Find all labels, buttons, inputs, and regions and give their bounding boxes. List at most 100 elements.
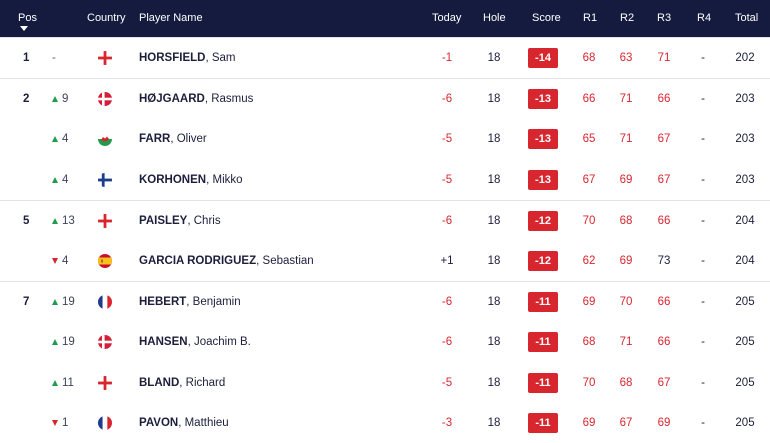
round-1-score: 69 [582,416,596,429]
today-score: -5 [441,173,453,186]
position: 1 [23,52,30,65]
table-row[interactable]: 19 HANSEN, Joachim B. -6 18 -11 68 71 66 - 205 [0,322,770,363]
round-3-score: 69 [657,416,671,429]
movement-count: 19 [62,336,75,349]
player-name[interactable]: PAVON, Matthieu [139,403,229,443]
total-strokes: 205 [735,376,755,389]
hole: 18 [487,173,501,186]
position-movement: 19 [52,322,75,362]
score-column-header: Score [532,12,561,24]
move-up-icon [52,379,58,386]
total-score: -13 [528,119,558,159]
name-separator: , [179,376,186,389]
score-badge: -13 [528,169,558,190]
movement-count: 9 [62,93,69,106]
total-score: -13 [528,160,558,200]
player-first-name: Sam [211,52,236,65]
hole: 18 [487,255,501,268]
total-strokes: 202 [735,52,755,65]
finland-flag-icon [98,172,112,187]
denmark-flag-icon [98,335,112,350]
pos-column-header[interactable]: Pos [18,12,37,24]
round-2-score: 68 [619,214,633,227]
round-3-score: 67 [657,376,671,389]
no-movement-text: - [52,52,56,65]
move-up-icon [52,96,58,103]
round-1-score: 67 [582,173,596,186]
move-up-icon [52,136,58,143]
player-name[interactable]: HORSFIELD, Sam [139,38,236,78]
round-3-score: 73 [657,255,671,268]
hole: 18 [487,93,501,106]
table-header: Pos Country Player Name Today Hole Score… [0,0,770,37]
table-row[interactable]: 7 19 HEBERT, Benjamin -6 18 -11 69 70 66 - 205 [0,281,770,323]
total-strokes: 203 [735,133,755,146]
player-name[interactable]: GARCIA RODRIGUEZ, Sebastian [139,241,314,281]
player-first-name: Matthieu [184,416,229,429]
player-first-name: Richard [185,376,226,389]
round-3-score: 66 [657,214,671,227]
player-name-column-header: Player Name [139,12,203,24]
position: 2 [23,93,30,106]
player-first-name: Benjamin [192,296,241,309]
today-score: -1 [441,52,453,65]
round-4-score: - [701,416,705,429]
table-row[interactable]: 2 9 HØJGAARD, Rasmus -6 18 -13 66 71 66 - 203 [0,78,770,120]
table-row[interactable]: 1 PAVON, Matthieu -3 18 -11 69 67 69 - 205 [0,402,770,443]
table-row[interactable]: 4 FARR, Oliver -5 18 -13 65 71 67 - 203 [0,119,770,160]
movement-count: 11 [62,376,74,389]
position: 7 [23,296,30,309]
move-down-icon [52,258,58,265]
player-name[interactable]: HEBERT, Benjamin [139,282,241,322]
sort-down-icon[interactable] [20,26,28,31]
player-first-name: Oliver [176,133,207,146]
round-2-score: 69 [619,255,633,268]
round-1-score: 65 [582,133,596,146]
player-name[interactable]: PAISLEY, Chris [139,201,221,241]
player-last-name: GARCIA RODRIGUEZ [139,255,257,268]
today-score: +1 [440,255,454,268]
table-row[interactable]: 5 13 PAISLEY, Chris -6 18 -12 70 68 66 - 204 [0,199,770,241]
move-up-icon [52,299,58,306]
table-row[interactable]: 1 - HORSFIELD, Sam -1 18 -14 68 63 71 - 202 [0,37,770,79]
move-up-icon [52,339,58,346]
table-body: 1- HORSFIELD, Sam -1 18 -14 68 63 71-202 2 9 HØJGA… [0,37,770,443]
name-separator: , [256,255,263,268]
round-2-score: 68 [619,376,633,389]
round-4-score: - [701,133,705,146]
player-last-name: PAVON [139,416,179,429]
round-4-score: - [701,296,705,309]
round-3-score: 71 [657,52,671,65]
player-name[interactable]: KORHONEN, Mikko [139,160,243,200]
player-name[interactable]: FARR, Oliver [139,119,207,159]
round-3-score: 66 [657,93,671,106]
player-name[interactable]: BLAND, Richard [139,363,225,403]
player-first-name: Joachim B. [193,336,251,349]
table-row[interactable]: 4 GARCIA RODRIGUEZ, Sebastian +1 18 -12 62 69 7… [0,240,770,282]
denmark-flag-icon [98,92,112,107]
today-score: -6 [441,93,453,106]
round-4-score: - [701,376,705,389]
player-last-name: PAISLEY [139,214,188,227]
country-flag [98,79,112,119]
position-movement: 9 [52,79,68,119]
wales-flag-icon [98,132,112,147]
hole: 18 [487,376,501,389]
round-3-score: 67 [657,173,671,186]
player-first-name: Rasmus [211,93,254,106]
total-score: -12 [528,201,558,241]
player-name[interactable]: HØJGAARD, Rasmus [139,79,253,119]
position: 5 [23,214,30,227]
name-separator: , [187,214,194,227]
player-last-name: KORHONEN [139,173,207,186]
country-flag [98,403,112,443]
player-name[interactable]: HANSEN, Joachim B. [139,322,251,362]
table-row[interactable]: 4 KORHONEN, Mikko -5 18 -13 67 69 67 - 203 [0,159,770,200]
movement-count: 19 [62,296,75,309]
round-2-score: 71 [619,93,633,106]
score-badge: -11 [528,412,558,433]
today-score: -5 [441,133,453,146]
table-row[interactable]: 11 BLAND, Richard -5 18 -11 70 68 67 - 205 [0,362,770,403]
england-flag-icon [98,51,112,66]
